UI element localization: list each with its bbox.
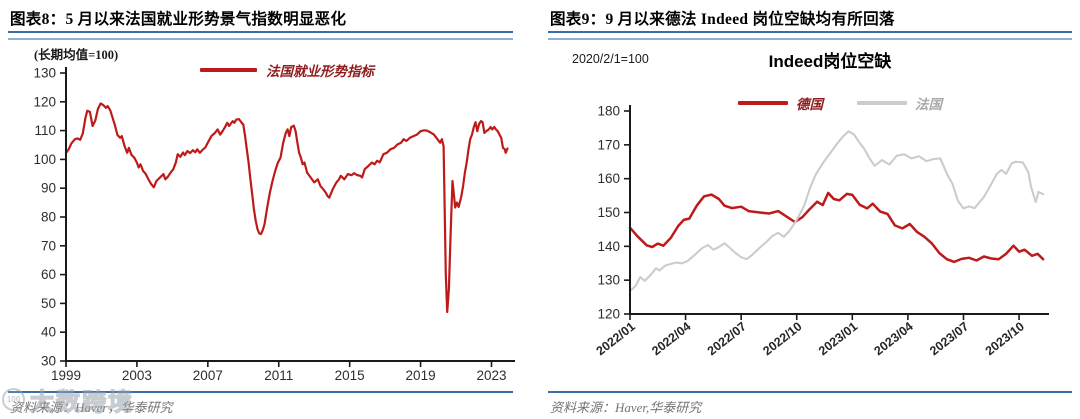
svg-text:170: 170 xyxy=(597,137,620,152)
legend-label-france-index: 法国就业形势指标 xyxy=(266,64,374,79)
svg-text:2022/04: 2022/04 xyxy=(649,319,693,358)
svg-text:2023/04: 2023/04 xyxy=(872,319,916,358)
figure-9-source: 资料来源：Haver,华泰研究 xyxy=(550,400,702,415)
footer-divider-rule xyxy=(548,391,1072,393)
svg-text:2015: 2015 xyxy=(335,368,365,383)
figure-8-unit-note: (长期均值=100) xyxy=(34,48,119,62)
legend-line-swatch-france xyxy=(857,101,907,105)
svg-text:140: 140 xyxy=(597,239,620,254)
figure-8-panel: 图表8：5 月以来法国就业形势景气指数明显恶化 (长期均值=100) 法国就业形… xyxy=(8,0,515,419)
figure-9-chart-title: Indeed岗位空缺 xyxy=(768,52,892,71)
svg-text:120: 120 xyxy=(597,307,620,322)
svg-text:2023/01: 2023/01 xyxy=(816,319,860,358)
svg-text:150: 150 xyxy=(597,205,620,220)
svg-text:2023: 2023 xyxy=(476,368,506,383)
svg-text:120: 120 xyxy=(33,94,56,109)
svg-text:2003: 2003 xyxy=(122,368,152,383)
legend-label-france: 法国 xyxy=(915,97,942,112)
legend-label-germany: 德国 xyxy=(796,97,823,112)
svg-text:2023/07: 2023/07 xyxy=(927,319,971,358)
header-divider-rule xyxy=(8,31,513,40)
svg-text:70: 70 xyxy=(41,238,56,253)
svg-text:80: 80 xyxy=(41,210,56,225)
svg-text:2022/07: 2022/07 xyxy=(705,319,749,358)
footer-divider-rule xyxy=(8,391,513,393)
svg-text:130: 130 xyxy=(597,273,620,288)
svg-text:60: 60 xyxy=(41,267,56,282)
svg-text:2023/10: 2023/10 xyxy=(983,319,1027,358)
svg-text:40: 40 xyxy=(41,325,56,340)
figure-8-legend: 法国就业形势指标 xyxy=(200,60,374,80)
figure-9-index-base-note: 2020/2/1=100 xyxy=(572,52,649,66)
svg-text:2022/10: 2022/10 xyxy=(760,319,804,358)
svg-text:50: 50 xyxy=(41,296,56,311)
svg-text:90: 90 xyxy=(41,181,56,196)
svg-text:2019: 2019 xyxy=(406,368,436,383)
figure-9-panel: 图表9：9 月以来德法 Indeed 岗位空缺均有所回落 2020/2/1=10… xyxy=(548,0,1072,419)
figure-9-header: 图表9：9 月以来德法 Indeed 岗位空缺均有所回落 xyxy=(550,11,895,28)
header-divider-rule xyxy=(548,31,1072,40)
svg-text:2007: 2007 xyxy=(193,368,223,383)
svg-text:30: 30 xyxy=(41,354,56,369)
svg-text:2022/01: 2022/01 xyxy=(594,319,638,358)
svg-text:100: 100 xyxy=(33,152,56,167)
svg-text:130: 130 xyxy=(33,66,56,81)
figure-8-source: 资料来源：Haver，华泰研究 xyxy=(10,400,173,415)
figure-9-legend: 德国 法国 xyxy=(738,93,942,113)
svg-text:1999: 1999 xyxy=(51,368,81,383)
svg-text:180: 180 xyxy=(597,104,620,119)
legend-line-swatch-france-index xyxy=(200,68,257,72)
svg-text:110: 110 xyxy=(34,123,56,138)
legend-line-swatch-germany xyxy=(738,101,788,105)
figure-8-header: 图表8：5 月以来法国就业形势景气指数明显恶化 xyxy=(10,11,347,28)
svg-text:2011: 2011 xyxy=(264,368,293,383)
svg-text:160: 160 xyxy=(597,171,620,186)
